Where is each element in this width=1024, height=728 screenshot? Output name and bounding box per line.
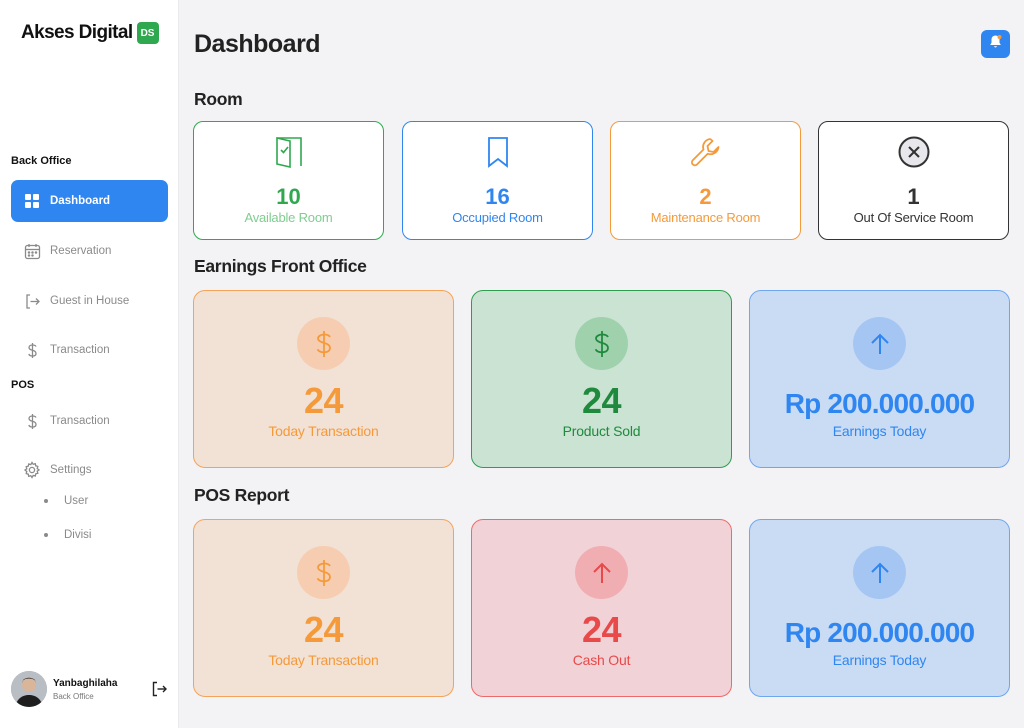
- room-label: Occupied Room: [452, 210, 543, 225]
- sidebar-item-guest-in-house[interactable]: Guest in House: [11, 280, 168, 322]
- calendar-icon: [23, 242, 41, 260]
- notification-button[interactable]: [981, 30, 1010, 58]
- bullet-icon: [44, 533, 48, 537]
- arrow-up-icon: [853, 546, 906, 599]
- earnings-value: 24: [303, 380, 344, 421]
- room-count: 1: [907, 184, 920, 209]
- arrow-up-icon: [853, 317, 906, 370]
- pos-label: Today Transaction: [268, 652, 379, 668]
- user-profile[interactable]: Yanbaghilaha Back Office: [11, 671, 117, 707]
- avatar: [11, 671, 47, 707]
- sidebar-item-label: Dashboard: [50, 195, 111, 207]
- back-office-label: Back Office: [11, 155, 72, 167]
- room-card-occupied[interactable]: 16 Occupied Room: [402, 121, 593, 240]
- room-label: Available Room: [244, 210, 333, 225]
- bookmark-icon: [486, 135, 510, 169]
- login-icon: [23, 292, 41, 310]
- grid-icon: [23, 192, 41, 210]
- sidebar-item-label: Reservation: [50, 245, 112, 257]
- room-card-out-of-service[interactable]: 1 Out Of Service Room: [818, 121, 1009, 240]
- pos-label: Cash Out: [572, 652, 631, 668]
- sidebar-item-label: Transaction: [50, 344, 110, 356]
- pos-card-today-transaction[interactable]: 24 Today Transaction: [193, 519, 454, 697]
- section-title-pos-report: POS Report: [194, 485, 290, 505]
- brand-badge: DS: [136, 22, 159, 44]
- sidebar-item-label: Transaction: [50, 415, 110, 427]
- sidebar-item-transaction[interactable]: Transaction: [11, 329, 168, 371]
- pos-label: POS: [11, 379, 35, 391]
- dollar-icon: [297, 317, 350, 370]
- brand-name: Akses Digital: [21, 21, 133, 43]
- bell-icon: [988, 34, 1003, 54]
- page-title: Dashboard: [194, 30, 321, 58]
- sidebar-subitem-label: Divisi: [64, 529, 92, 541]
- room-count: 16: [485, 184, 510, 209]
- dollar-icon: [575, 317, 628, 370]
- room-label: Out Of Service Room: [853, 210, 974, 225]
- sidebar-subitem-user[interactable]: User: [44, 495, 88, 507]
- logout-icon[interactable]: [150, 680, 168, 698]
- sidebar-item-label: Settings: [50, 464, 92, 476]
- sidebar-subitem-label: User: [64, 495, 89, 507]
- wrench-icon: [689, 135, 723, 169]
- sidebar-item-reservation[interactable]: Reservation: [11, 230, 168, 272]
- room-card-available[interactable]: 10 Available Room: [193, 121, 384, 240]
- pos-card-earnings-today[interactable]: Rp 200.000.000 Earnings Today: [749, 519, 1010, 697]
- sidebar-item-pos-transaction[interactable]: Transaction: [11, 400, 168, 442]
- pos-card-cash-out[interactable]: 24 Cash Out: [471, 519, 732, 697]
- earnings-card-earnings-today[interactable]: Rp 200.000.000 Earnings Today: [749, 290, 1010, 468]
- user-role: Back Office: [53, 691, 94, 701]
- earnings-label: Earnings Today: [832, 423, 927, 439]
- earnings-label: Today Transaction: [268, 423, 379, 439]
- sidebar: Akses Digital DS Back Office Dashboard R…: [0, 0, 179, 728]
- pos-label: Earnings Today: [832, 652, 927, 668]
- room-count: 2: [699, 184, 712, 209]
- room-label: Maintenance Room: [650, 210, 761, 225]
- room-count: 10: [276, 184, 301, 209]
- gear-icon: [23, 461, 41, 479]
- sidebar-subitem-divisi[interactable]: Divisi: [44, 529, 91, 541]
- pos-value: 24: [303, 609, 344, 650]
- dollar-icon: [297, 546, 350, 599]
- dollar-icon: [23, 341, 41, 359]
- arrow-up-icon: [575, 546, 628, 599]
- earnings-card-product-sold[interactable]: 24 Product Sold: [471, 290, 732, 468]
- earnings-card-today-transaction[interactable]: 24 Today Transaction: [193, 290, 454, 468]
- x-circle-icon: [897, 135, 931, 169]
- dollar-icon: [23, 412, 41, 430]
- section-title-room: Room: [194, 89, 243, 109]
- earnings-value: 24: [581, 380, 622, 421]
- earnings-label: Product Sold: [562, 423, 641, 439]
- earnings-value: Rp 200.000.000: [784, 388, 975, 419]
- user-name: Yanbaghilaha: [53, 677, 118, 689]
- pos-value: 24: [581, 609, 622, 650]
- sidebar-item-settings[interactable]: Settings: [11, 449, 168, 491]
- bullet-icon: [44, 499, 48, 503]
- room-card-maintenance[interactable]: 2 Maintenance Room: [610, 121, 801, 240]
- door-icon: [274, 135, 304, 169]
- sidebar-item-label: Guest in House: [50, 295, 130, 307]
- sidebar-item-dashboard[interactable]: Dashboard: [11, 180, 168, 222]
- section-title-earnings: Earnings Front Office: [194, 256, 367, 276]
- brand-logo[interactable]: Akses Digital DS: [21, 21, 159, 44]
- pos-value: Rp 200.000.000: [784, 617, 975, 648]
